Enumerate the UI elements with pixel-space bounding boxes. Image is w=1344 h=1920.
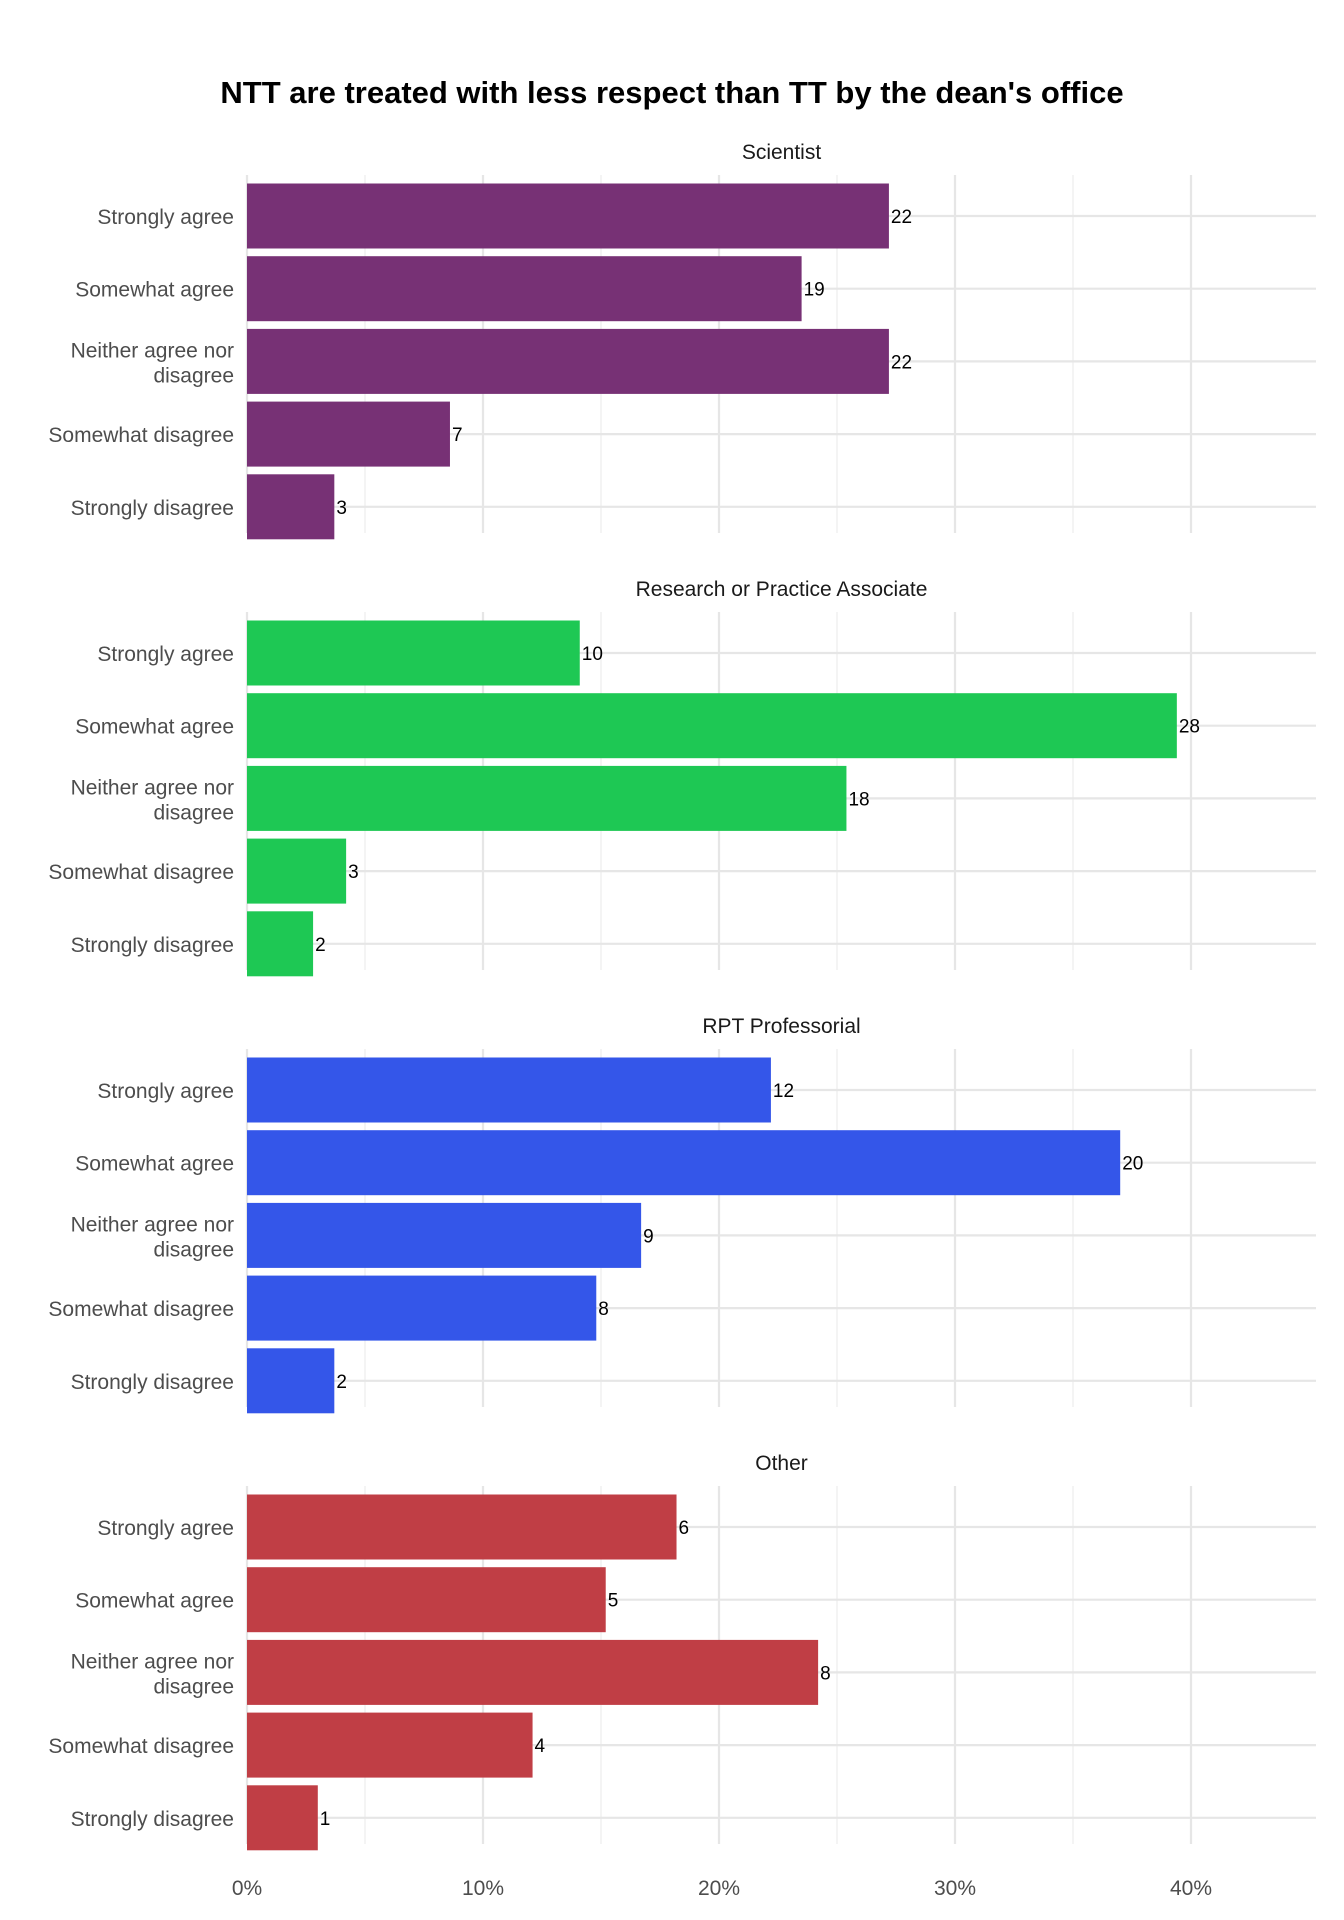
panel-title: Other xyxy=(755,1452,808,1475)
data-label: 28 xyxy=(1179,717,1200,738)
panel-0: Scientist 22 Strongly agree 19 Somewhat agre… xyxy=(48,141,1316,540)
data-label: 1 xyxy=(320,1809,331,1830)
category-label: Neither agree nor disagree xyxy=(71,339,234,387)
data-label: 5 xyxy=(608,1591,619,1612)
data-label: 6 xyxy=(679,1518,690,1539)
data-label: 20 xyxy=(1122,1154,1143,1175)
panel-title: RPT Professorial xyxy=(702,1015,860,1038)
data-label: 12 xyxy=(773,1081,794,1102)
bar-strongly-disagree xyxy=(247,1348,335,1414)
x-tick-label: 10% xyxy=(462,1877,504,1900)
x-tick-label: 20% xyxy=(698,1877,740,1900)
bar-somewhat-disagree xyxy=(247,401,450,467)
category-label: Strongly agree xyxy=(97,643,234,666)
x-tick-label: 40% xyxy=(1170,1877,1212,1900)
data-label: 9 xyxy=(643,1226,654,1247)
category-label: Strongly disagree xyxy=(71,934,234,957)
bar-somewhat-disagree xyxy=(247,838,347,904)
category-label: Strongly agree xyxy=(97,206,234,229)
category-label: Strongly disagree xyxy=(71,1371,234,1394)
bar-neither-agree-nor-disagree xyxy=(247,328,889,394)
data-label: 7 xyxy=(452,425,463,446)
category-label: Somewhat disagree xyxy=(48,424,234,447)
bar-somewhat-agree xyxy=(247,1130,1121,1196)
bar-somewhat-disagree xyxy=(247,1712,533,1778)
panel-title: Scientist xyxy=(742,141,822,164)
category-label: Strongly agree xyxy=(97,1080,234,1103)
category-label: Neither agree nor disagree xyxy=(71,776,234,824)
category-label: Somewhat agree xyxy=(75,1590,234,1613)
bar-strongly-disagree xyxy=(247,1785,318,1851)
data-label: 10 xyxy=(582,644,603,665)
bar-somewhat-disagree xyxy=(247,1275,597,1341)
data-label: 3 xyxy=(336,498,347,519)
x-tick-label: 30% xyxy=(934,1877,976,1900)
data-label: 22 xyxy=(891,352,912,373)
panel-2: RPT Professorial 12 Strongly agree 20 Somewh… xyxy=(48,1015,1316,1414)
data-label: 2 xyxy=(315,935,326,956)
chart-title: NTT are treated with less respect than T… xyxy=(220,75,1123,110)
category-label: Strongly agree xyxy=(97,1517,234,1540)
bar-somewhat-agree xyxy=(247,693,1177,759)
category-label: Neither agree nor disagree xyxy=(71,1650,234,1698)
category-label: Somewhat disagree xyxy=(48,1735,234,1758)
data-label: 8 xyxy=(598,1299,609,1320)
panel-1: Research or Practice Associate 10 Strongly… xyxy=(48,578,1316,977)
bar-neither-agree-nor-disagree xyxy=(247,765,847,831)
bar-somewhat-agree xyxy=(247,256,802,322)
category-label: Strongly disagree xyxy=(71,497,234,520)
bar-strongly-agree xyxy=(247,620,580,686)
bar-strongly-agree xyxy=(247,1057,771,1123)
data-label: 22 xyxy=(891,207,912,228)
bar-strongly-agree xyxy=(247,1494,677,1560)
category-label: Somewhat agree xyxy=(75,716,234,739)
data-label: 19 xyxy=(804,280,825,301)
panel-3: Other 6 Strongly agree 5 Somewhat agree 8 Neit… xyxy=(48,1452,1316,1851)
data-label: 18 xyxy=(848,789,869,810)
category-label: Strongly disagree xyxy=(71,1808,234,1831)
data-label: 2 xyxy=(336,1372,347,1393)
x-tick-label: 0% xyxy=(232,1877,262,1900)
data-label: 4 xyxy=(535,1736,546,1757)
data-label: 3 xyxy=(348,862,359,883)
category-label: Somewhat disagree xyxy=(48,1298,234,1321)
bar-strongly-agree xyxy=(247,183,889,249)
x-axis: 0% 10% 20% 30% 40% xyxy=(232,1877,1212,1900)
bar-neither-agree-nor-disagree xyxy=(247,1639,819,1705)
category-label: Somewhat agree xyxy=(75,1153,234,1176)
category-label: Somewhat agree xyxy=(75,279,234,302)
category-label: Somewhat disagree xyxy=(48,861,234,884)
bar-neither-agree-nor-disagree xyxy=(247,1202,642,1268)
bar-strongly-disagree xyxy=(247,474,335,540)
category-label: Neither agree nor disagree xyxy=(71,1213,234,1261)
data-label: 8 xyxy=(820,1663,831,1684)
bar-somewhat-agree xyxy=(247,1567,606,1633)
panel-title: Research or Practice Associate xyxy=(636,578,928,601)
bar-strongly-disagree xyxy=(247,911,314,977)
